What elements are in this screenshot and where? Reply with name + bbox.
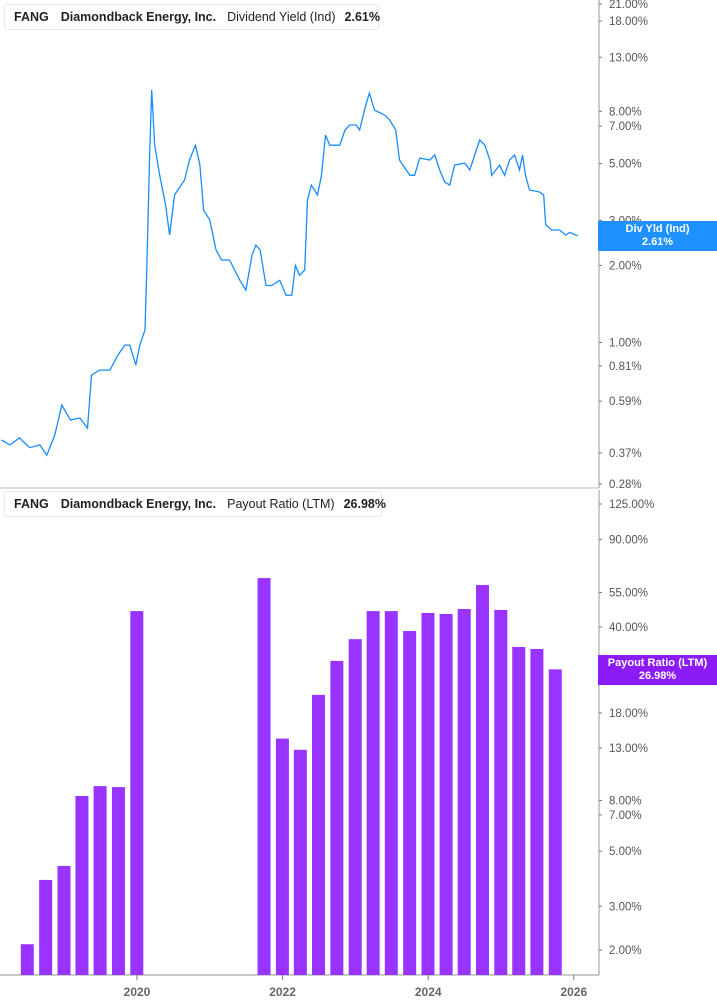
top-legend: FANG Diamondback Energy, Inc. Dividend Y… (4, 4, 380, 30)
y-axis-bottom-tick-label: 2.00% (609, 945, 642, 957)
legend-value: 2.61% (344, 10, 380, 24)
legend-company: Diamondback Energy, Inc. (60, 10, 217, 24)
tag-label: Payout Ratio (LTM) (607, 657, 708, 669)
payout-ratio-bar (312, 694, 326, 975)
y-axis-bottom-tick-label: 7.00% (609, 810, 642, 822)
payout-ratio-bar (257, 578, 271, 975)
payout-ratio-bar (403, 631, 417, 975)
payout-ratio-bar (275, 738, 289, 975)
y-axis-bottom-tick-label: 90.00% (609, 534, 648, 546)
dividend-yield-line (1, 89, 579, 457)
payout-ratio-bar (20, 944, 34, 975)
legend-company: Diamondback Energy, Inc. (60, 497, 217, 511)
y-axis-bottom-tick-label: 40.00% (609, 622, 648, 634)
x-tick-label: 2026 (560, 985, 587, 999)
x-tick-label: 2024 (415, 985, 442, 999)
y-axis-bottom-tick-label: 18.00% (609, 708, 648, 720)
legend-ticker: FANG (14, 497, 49, 511)
y-axis-bottom-tick-label: 13.00% (609, 743, 648, 755)
y-axis-top-tick-label: 5.00% (609, 159, 642, 171)
payout-ratio-bar (512, 646, 526, 975)
legend-metric: Dividend Yield (Ind) (227, 10, 336, 24)
y-axis-top-tick-label: 7.00% (609, 121, 642, 133)
payout-ratio-bar (439, 613, 453, 975)
legend-value: 26.98% (343, 497, 386, 511)
x-tick-label: 2020 (124, 985, 151, 999)
payout-ratio-bar (494, 609, 508, 975)
y-axis-top-tick-label: 2.00% (609, 260, 642, 272)
payout-ratio-bar (57, 865, 71, 975)
payout-ratio-bar (548, 669, 562, 975)
payout-ratio-bar (476, 584, 490, 975)
tag-value: 2.61% (641, 236, 674, 248)
y-axis-top-tick-label: 1.00% (609, 337, 642, 349)
y-axis-top-tick-label: 8.00% (609, 106, 642, 118)
payout-ratio-bar (457, 609, 471, 975)
payout-ratio-value-tag: Payout Ratio (LTM) 26.98% (598, 655, 717, 685)
payout-ratio-bar (348, 639, 362, 975)
y-axis-bottom-tick-label: 8.00% (609, 795, 642, 807)
payout-ratio-bar (130, 611, 144, 975)
payout-ratio-bar (330, 660, 344, 975)
legend-metric: Payout Ratio (LTM) (227, 497, 335, 511)
y-axis-bottom-tick-label: 3.00% (609, 901, 642, 913)
y-axis-bottom-tick-label: 55.00% (609, 588, 648, 600)
y-axis-top-tick-label: 0.59% (609, 396, 642, 408)
payout-ratio-bar (75, 795, 89, 975)
payout-ratio-bar (39, 879, 53, 975)
payout-ratio-bar (366, 611, 380, 975)
payout-ratio-bar (111, 787, 125, 975)
tag-label: Div Yld (Ind) (625, 223, 690, 235)
legend-ticker: FANG (14, 10, 49, 24)
bottom-legend: FANG Diamondback Energy, Inc. Payout Rat… (4, 491, 386, 517)
y-axis-top-tick-label: 13.00% (609, 52, 648, 64)
div-yield-value-tag: Div Yld (Ind) 2.61% (598, 221, 717, 251)
y-axis-top-tick-label: 18.00% (609, 16, 648, 28)
payout-ratio-bar (384, 611, 398, 975)
payout-ratio-bar (421, 612, 435, 975)
y-axis-bottom-tick-label: 125.00% (609, 499, 654, 511)
y-axis-top-tick-label: 0.81% (609, 361, 642, 373)
payout-ratio-bar (530, 648, 544, 975)
tag-value: 26.98% (638, 670, 677, 682)
payout-ratio-bar (93, 786, 107, 975)
x-tick-label: 2022 (269, 985, 296, 999)
y-axis-top-tick-label: 0.37% (609, 448, 642, 460)
payout-ratio-bar (293, 749, 307, 975)
y-axis-top-tick-label: 21.00% (609, 0, 648, 11)
y-axis-top-tick-label: 0.28% (609, 479, 642, 491)
y-axis-bottom-tick-label: 5.00% (609, 846, 642, 858)
